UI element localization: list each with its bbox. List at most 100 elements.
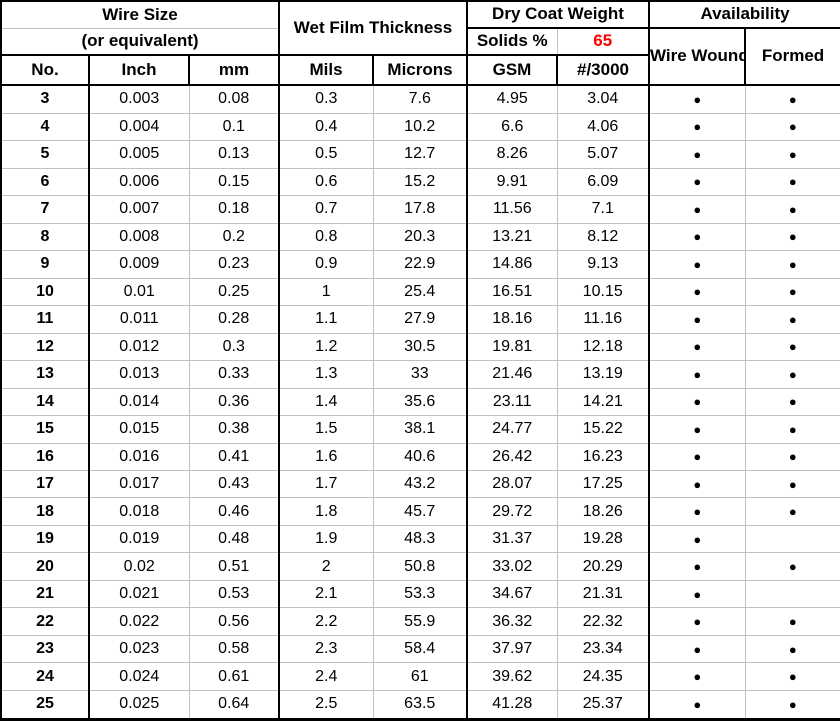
cell-mils: 2.5	[279, 690, 374, 721]
cell-formed-dot: ●	[745, 415, 840, 444]
cell-wire-wound-dot: ●	[649, 690, 746, 721]
cell-mils: 1.8	[279, 497, 374, 526]
cell-per3000: 4.06	[557, 113, 651, 142]
cell-microns: 15.2	[373, 168, 468, 197]
cell-formed-dot	[745, 525, 840, 554]
table-row: 23 0.023 0.58 2.3 58.4 37.97 23.34 ● ●	[1, 635, 840, 664]
cell-wire-wound-dot: ●	[649, 470, 746, 499]
cell-microns: 63.5	[373, 690, 468, 721]
cell-no: 24	[1, 662, 90, 691]
cell-per3000: 23.34	[557, 635, 651, 664]
cell-wire-wound-dot: ●	[649, 168, 746, 197]
table-row: 3 0.003 0.08 0.3 7.6 4.95 3.04 ● ●	[1, 85, 840, 114]
cell-gsm: 33.02	[467, 552, 558, 581]
table-row: 13 0.013 0.33 1.3 33 21.46 13.19 ● ●	[1, 360, 840, 389]
cell-per3000: 12.18	[557, 333, 651, 362]
cell-gsm: 6.6	[467, 113, 558, 142]
cell-mm: 0.28	[189, 305, 280, 334]
cell-no: 14	[1, 388, 90, 417]
header-row-columns: No. Inch mm Mils Microns GSM #/3000	[1, 55, 840, 86]
cell-mils: 0.4	[279, 113, 374, 142]
cell-formed-dot: ●	[745, 305, 840, 334]
cell-no: 10	[1, 278, 90, 307]
cell-microns: 40.6	[373, 443, 468, 472]
table-row: 18 0.018 0.46 1.8 45.7 29.72 18.26 ● ●	[1, 497, 840, 526]
cell-inch: 0.022	[89, 607, 190, 636]
group-header-dry-coat-weight: Dry Coat Weight	[467, 1, 651, 29]
cell-formed-dot: ●	[745, 443, 840, 472]
cell-mils: 0.5	[279, 140, 374, 169]
cell-inch: 0.019	[89, 525, 190, 554]
cell-gsm: 39.62	[467, 662, 558, 691]
cell-per3000: 5.07	[557, 140, 651, 169]
cell-mm: 0.23	[189, 250, 280, 279]
cell-per3000: 21.31	[557, 580, 651, 609]
cell-per3000: 24.35	[557, 662, 651, 691]
header-row-groups: Wire Size Wet Film Thickness Dry Coat We…	[1, 1, 840, 56]
cell-mm: 0.36	[189, 388, 280, 417]
cell-inch: 0.005	[89, 140, 190, 169]
cell-per3000: 16.23	[557, 443, 651, 472]
cell-wire-wound-dot: ●	[649, 113, 746, 142]
cell-inch: 0.024	[89, 662, 190, 691]
cell-inch: 0.01	[89, 278, 190, 307]
cell-no: 17	[1, 470, 90, 499]
cell-microns: 25.4	[373, 278, 468, 307]
cell-microns: 7.6	[373, 85, 468, 114]
cell-microns: 45.7	[373, 497, 468, 526]
cell-gsm: 4.95	[467, 85, 558, 114]
cell-wire-wound-dot: ●	[649, 580, 746, 609]
cell-mm: 0.46	[189, 497, 280, 526]
cell-gsm: 31.37	[467, 525, 558, 554]
cell-mm: 0.18	[189, 195, 280, 224]
cell-mils: 0.3	[279, 85, 374, 114]
cell-mils: 0.9	[279, 250, 374, 279]
cell-per3000: 7.1	[557, 195, 651, 224]
cell-no: 9	[1, 250, 90, 279]
cell-mils: 2.2	[279, 607, 374, 636]
cell-mils: 1.6	[279, 443, 374, 472]
cell-formed-dot	[745, 580, 840, 609]
cell-mm: 0.25	[189, 278, 280, 307]
cell-microns: 61	[373, 662, 468, 691]
cell-no: 18	[1, 497, 90, 526]
cell-per3000: 14.21	[557, 388, 651, 417]
cell-no: 4	[1, 113, 90, 142]
cell-no: 25	[1, 690, 90, 721]
cell-mm: 0.3	[189, 333, 280, 362]
cell-no: 22	[1, 607, 90, 636]
cell-microns: 30.5	[373, 333, 468, 362]
table-row: 16 0.016 0.41 1.6 40.6 26.42 16.23 ● ●	[1, 443, 840, 472]
cell-gsm: 29.72	[467, 497, 558, 526]
cell-gsm: 18.16	[467, 305, 558, 334]
cell-formed-dot: ●	[745, 497, 840, 526]
table-row: 11 0.011 0.28 1.1 27.9 18.16 11.16 ● ●	[1, 305, 840, 334]
cell-mils: 1.3	[279, 360, 374, 389]
cell-microns: 58.4	[373, 635, 468, 664]
cell-mm: 0.41	[189, 443, 280, 472]
cell-per3000: 18.26	[557, 497, 651, 526]
cell-wire-wound-dot: ●	[649, 415, 746, 444]
cell-wire-wound-dot: ●	[649, 140, 746, 169]
cell-mm: 0.33	[189, 360, 280, 389]
cell-wire-wound-dot: ●	[649, 278, 746, 307]
cell-no: 21	[1, 580, 90, 609]
table-row: 8 0.008 0.2 0.8 20.3 13.21 8.12 ● ●	[1, 223, 840, 252]
table-row: 9 0.009 0.23 0.9 22.9 14.86 9.13 ● ●	[1, 250, 840, 279]
cell-no: 23	[1, 635, 90, 664]
cell-formed-dot: ●	[745, 278, 840, 307]
group-header-wet-film-thickness: Wet Film Thickness	[279, 1, 468, 56]
table-row: 20 0.02 0.51 2 50.8 33.02 20.29 ● ●	[1, 552, 840, 581]
solids-percent-label: Solids %	[467, 28, 558, 56]
cell-gsm: 8.26	[467, 140, 558, 169]
cell-mm: 0.1	[189, 113, 280, 142]
cell-formed-dot: ●	[745, 195, 840, 224]
cell-microns: 27.9	[373, 305, 468, 334]
cell-gsm: 41.28	[467, 690, 558, 721]
cell-microns: 48.3	[373, 525, 468, 554]
cell-microns: 38.1	[373, 415, 468, 444]
cell-per3000: 3.04	[557, 85, 651, 114]
cell-formed-dot: ●	[745, 140, 840, 169]
